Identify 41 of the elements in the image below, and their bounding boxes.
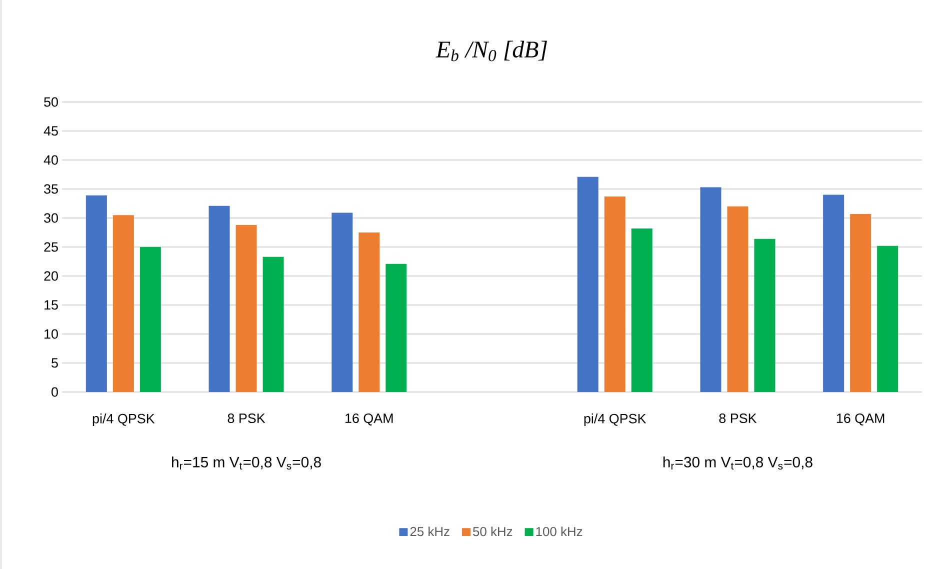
y-tick-label: 15	[44, 300, 58, 310]
bar	[262, 256, 284, 392]
y-tick-label: 50	[44, 97, 58, 107]
bar	[754, 238, 776, 392]
y-tick-label: 40	[44, 155, 58, 165]
bar	[850, 214, 872, 392]
bar	[236, 224, 257, 392]
y-tick-label: 30	[44, 213, 58, 223]
legend-label: 25 kHz	[410, 526, 450, 536]
y-tick-label: 25	[44, 242, 58, 252]
text: h$_{r}$=30 m V$_{t}$=0,8 V$_{s}$=0,8	[663, 456, 812, 470]
y-tick-label: 35	[44, 184, 58, 194]
legend-label: 50 kHz	[473, 526, 512, 536]
text: h$_{r}$=15 m V$_{t}$=0,8 V$_{s}$=0,8	[172, 456, 321, 470]
x-tick-label: pi/4 QPSK	[584, 414, 646, 426]
bar	[727, 206, 748, 392]
bar	[140, 247, 161, 392]
bar	[823, 194, 844, 392]
bar	[112, 215, 134, 392]
bar	[700, 187, 722, 392]
bar	[877, 246, 898, 392]
bar	[332, 212, 353, 392]
y-tick-label: 20	[44, 271, 58, 281]
bar	[631, 228, 652, 392]
x-tick-label: 16 QAM	[346, 414, 393, 426]
chart-title: E$_{b}$ /N$_{0}$ [dB]	[436, 40, 547, 62]
bar	[208, 206, 230, 392]
bar	[577, 176, 598, 392]
x-tick-label: 16 QAM	[836, 414, 884, 426]
bar	[358, 232, 380, 392]
x-tick-label: pi/4 QPSK	[92, 414, 155, 426]
y-tick-label: 0	[52, 387, 58, 397]
y-tick-label: 10	[44, 329, 58, 339]
bar	[86, 195, 107, 392]
legend-label: 100 kHz	[536, 526, 582, 536]
y-tick-label: 5	[52, 358, 58, 368]
bar	[386, 264, 407, 392]
bar	[604, 196, 626, 392]
x-tick-label: 8 PSK	[719, 414, 757, 424]
x-tick-label: 8 PSK	[228, 414, 266, 424]
y-tick-label: 45	[44, 126, 58, 136]
